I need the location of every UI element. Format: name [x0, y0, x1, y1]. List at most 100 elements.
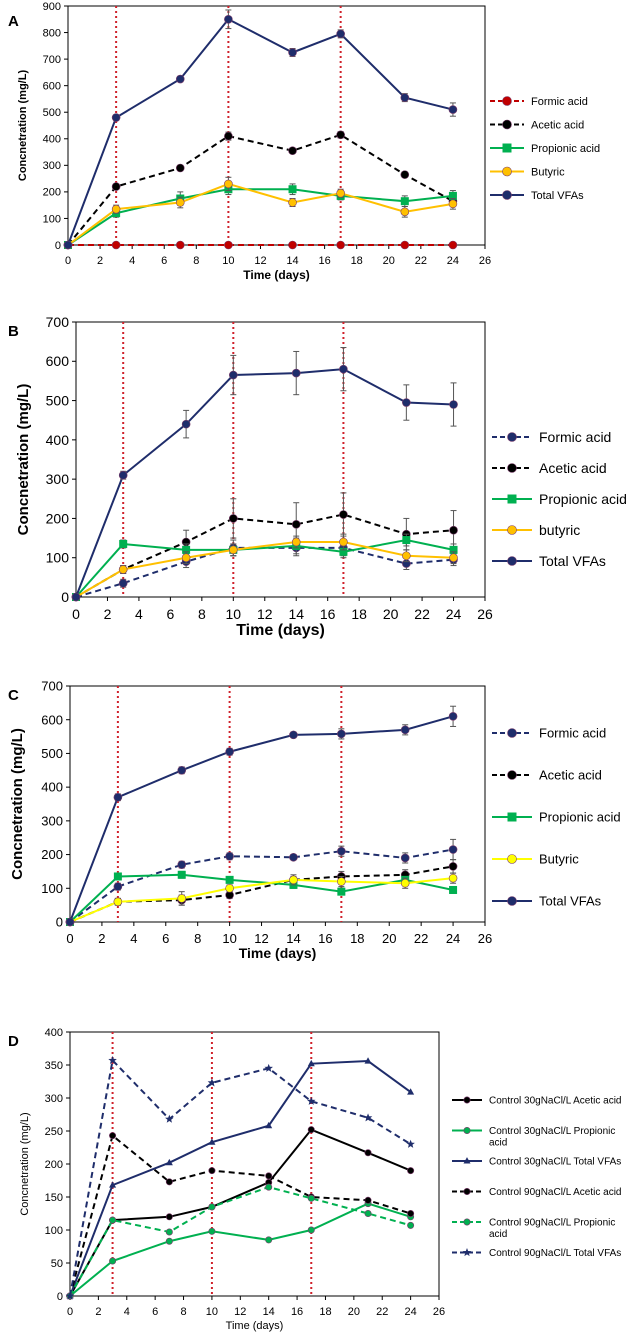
y-tick-label: 400: [46, 432, 70, 448]
legend-label: Acetic acid: [539, 768, 602, 783]
x-tick-label: 24: [446, 606, 462, 622]
x-tick-label: 20: [383, 606, 399, 622]
data-point: [289, 875, 298, 885]
data-point: [400, 207, 410, 217]
data-point: [289, 730, 298, 740]
series-line: [75, 368, 454, 598]
data-point: [336, 130, 345, 140]
data-point: [229, 370, 238, 380]
legend-label: Total VFAs: [539, 553, 606, 569]
x-tick-label: 4: [124, 1306, 130, 1318]
legend-item: Acetic acid: [490, 119, 584, 131]
data-point: [113, 882, 123, 891]
legend-label-line: Acetic acid: [531, 119, 584, 131]
legend-label-line: Control 90gNaCl/L Acetic acid: [489, 1187, 621, 1198]
data-point: [111, 182, 121, 191]
data-point: [113, 792, 123, 802]
series: [66, 1183, 415, 1300]
series-line: [69, 1202, 411, 1297]
data-point: [448, 873, 458, 883]
data-point: [108, 1055, 117, 1065]
legend-item: Propionic acid: [492, 491, 627, 507]
data-point: [207, 1078, 217, 1087]
legend-label-line: Total VFAs: [531, 190, 584, 202]
x-tick-label: 12: [234, 1306, 246, 1318]
x-tick-label: 16: [318, 255, 330, 267]
legend-swatch-marker: [507, 463, 517, 473]
x-tick-label: 10: [206, 1306, 218, 1318]
data-point: [364, 1149, 372, 1157]
series: [65, 1055, 415, 1300]
legend-item: Control 30gNaCl/L Propionic acid: [452, 1126, 615, 1149]
data-point: [336, 240, 345, 250]
series-line: [69, 1128, 412, 1297]
x-tick-label: 4: [130, 931, 137, 946]
x-tick-label: 12: [257, 606, 273, 622]
data-point: [407, 1167, 415, 1175]
y-tick-label: 700: [46, 314, 70, 330]
x-tick-label: 8: [198, 606, 206, 622]
x-tick-label: 8: [194, 931, 201, 946]
x-tick-label: 12: [254, 255, 266, 267]
data-point: [364, 1057, 372, 1064]
legend-label: Control 90gNaCl/L Acetic acid: [489, 1187, 621, 1198]
y-tick-label: 500: [43, 107, 61, 119]
y-tick-label: 100: [43, 213, 61, 225]
y-tick-label: 50: [51, 1258, 63, 1270]
legend-label: Formic acid: [531, 96, 588, 108]
y-tick-label: 250: [45, 1126, 63, 1138]
legend-swatch-marker: [507, 854, 517, 864]
y-tick-label: 300: [46, 471, 70, 487]
x-tick-label: 8: [180, 1306, 186, 1318]
legend-label: Control 30gNaCl/L Total VFAs: [489, 1157, 621, 1168]
data-point: [182, 545, 191, 554]
data-point: [109, 1181, 117, 1188]
legend-label: Propionic acid: [539, 491, 627, 507]
data-point: [118, 578, 128, 588]
x-tick-label: 0: [67, 1306, 73, 1318]
series: [63, 176, 458, 250]
data-point: [229, 545, 238, 555]
data-point: [65, 1291, 75, 1300]
series: [63, 9, 458, 250]
x-tick-label: 8: [193, 255, 199, 267]
x-tick-label: 22: [414, 606, 430, 622]
legend-label: Control 90gNaCl/L Propionic acid: [489, 1218, 615, 1241]
data-point: [224, 240, 233, 250]
data-point: [118, 565, 128, 574]
legend-label: butyric: [539, 522, 580, 538]
data-point: [307, 1194, 315, 1202]
x-tick-label: 14: [286, 931, 300, 946]
legend-label-line: butyric: [539, 522, 580, 538]
legend-label: Acetic acid: [539, 460, 607, 476]
panel-label: C: [8, 687, 19, 704]
legend-label-line: Control 90gNaCl/L Propionic: [489, 1218, 615, 1229]
data-point: [224, 179, 233, 189]
data-point: [363, 1113, 373, 1122]
data-point: [400, 878, 410, 888]
panel-label: A: [8, 13, 19, 30]
data-point: [113, 872, 122, 881]
series-line: [69, 1058, 412, 1297]
data-point: [208, 1227, 216, 1235]
data-point: [402, 551, 411, 561]
data-point: [449, 553, 458, 563]
data-point: [181, 419, 191, 429]
legend-swatch-marker: [463, 1157, 471, 1164]
legend-label: Formic acid: [539, 429, 611, 445]
series: [66, 1057, 415, 1299]
data-point: [291, 368, 301, 378]
y-tick-label: 0: [57, 1291, 63, 1303]
x-tick-label: 6: [166, 606, 174, 622]
data-point: [225, 851, 234, 861]
data-point: [118, 470, 128, 480]
x-tick-label: 16: [318, 931, 332, 946]
data-point: [265, 1172, 273, 1180]
y-tick-label: 600: [41, 712, 63, 727]
data-point: [400, 93, 410, 102]
legend-swatch-marker: [463, 1096, 471, 1104]
legend-label-line: Control 30gNaCl/L Total VFAs: [489, 1157, 621, 1168]
plot-frame: [69, 685, 486, 923]
data-point: [165, 1228, 173, 1236]
